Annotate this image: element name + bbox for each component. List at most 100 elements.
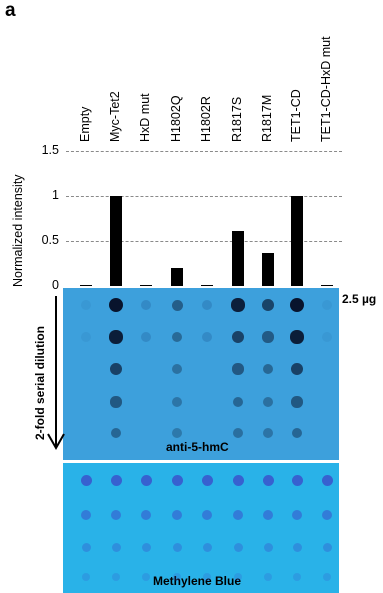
- mb-dot: [292, 510, 302, 520]
- blot-dot: [109, 298, 123, 312]
- mb-dot: [263, 542, 273, 552]
- mb-dot: [172, 542, 182, 552]
- mb-dot: [291, 474, 303, 486]
- anti-5hmc-blot: anti-5-hmC: [63, 288, 339, 460]
- mb-dot: [142, 573, 150, 581]
- mb-dot: [232, 474, 244, 486]
- mb-dot: [322, 542, 332, 552]
- y-tick-label: 1.5: [41, 143, 59, 157]
- mb-dot: [262, 474, 274, 486]
- blot-mb-caption: Methylene Blue: [153, 574, 242, 588]
- blot-dot: [232, 363, 244, 375]
- mb-dot: [202, 510, 212, 520]
- blot-dot: [262, 331, 274, 343]
- mb-dot: [264, 573, 272, 581]
- bar-hxd-mut: [140, 284, 152, 286]
- bar-empty: [80, 284, 92, 286]
- blot-dot: [171, 396, 183, 408]
- mb-dot: [201, 474, 213, 486]
- blot-dot: [232, 427, 244, 439]
- gridline: [66, 151, 342, 152]
- blot-dot: [290, 298, 304, 312]
- blot-dot: [171, 363, 183, 375]
- category-label: R1817M: [260, 94, 274, 142]
- blot-dot: [291, 396, 303, 408]
- bar-h1802q: [171, 268, 183, 286]
- blot-dot: [171, 299, 183, 311]
- mb-dot: [111, 542, 121, 552]
- mb-dot: [234, 573, 242, 581]
- mb-dot: [171, 474, 183, 486]
- blot-dot: [291, 363, 303, 375]
- mb-dot: [293, 573, 301, 581]
- category-label: TET1-CD-HxD mut: [319, 36, 333, 142]
- bar-tet1-cd: [291, 196, 303, 286]
- mb-dot: [321, 474, 333, 486]
- bar-tet1-cd-hxd-mut: [321, 284, 333, 286]
- mb-dot: [80, 474, 92, 486]
- blot-dot: [322, 332, 332, 342]
- blot-dot: [202, 300, 212, 310]
- blot-dot: [110, 396, 122, 408]
- bar-h1802r: [201, 284, 213, 286]
- blot-dot: [81, 300, 91, 310]
- amount-label: 2.5 µg: [342, 292, 377, 306]
- bar-r1817m: [262, 252, 274, 286]
- blot-dot: [110, 363, 122, 375]
- mb-dot: [110, 474, 122, 486]
- dilution-arrow-icon: [47, 296, 65, 451]
- category-label: Empty: [78, 106, 92, 142]
- mb-dot: [81, 510, 91, 520]
- blot-dot: [322, 300, 332, 310]
- mb-dot: [82, 573, 90, 581]
- y-tick-label: 0.5: [41, 233, 59, 247]
- blot-dot: [141, 300, 151, 310]
- category-label: TET1-CD: [289, 89, 303, 142]
- category-label: H1802R: [199, 96, 213, 142]
- mb-dot: [233, 510, 243, 520]
- category-label: HxD mut: [138, 93, 152, 142]
- mb-dot: [323, 573, 331, 581]
- blot-dot: [110, 427, 122, 439]
- mb-dot: [233, 542, 243, 552]
- blot-dot: [171, 427, 183, 439]
- dilution-label: 2-fold serial dilution: [33, 325, 47, 440]
- mb-dot: [112, 573, 120, 581]
- mb-dot: [173, 573, 181, 581]
- bar-r1817s: [232, 231, 244, 286]
- category-label: Myc-Tet2: [108, 91, 122, 142]
- blot-dot: [231, 298, 245, 312]
- y-tick-label: 1: [52, 188, 59, 202]
- category-label: R1817S: [230, 96, 244, 142]
- mb-dot: [141, 510, 151, 520]
- methylene-blue-blot: Methylene Blue: [63, 463, 339, 593]
- blot-dot: [262, 363, 274, 375]
- blot-dot: [232, 331, 244, 343]
- mb-dot: [140, 474, 152, 486]
- blot-dot: [81, 332, 91, 342]
- blot-dot: [171, 331, 183, 343]
- blot-dot: [109, 330, 123, 344]
- blot-dot: [291, 427, 303, 439]
- blot-dot: [141, 332, 151, 342]
- gridline: [66, 196, 342, 197]
- blot-dot: [290, 330, 304, 344]
- category-label: H1802Q: [169, 95, 183, 142]
- blot-dot: [262, 396, 274, 408]
- blot-dot: [262, 299, 274, 311]
- blot-dot: [202, 332, 212, 342]
- y-tick-label: 0: [52, 278, 59, 292]
- blot-dot: [262, 427, 274, 439]
- mb-dot: [292, 542, 302, 552]
- bar-myc-tet2: [110, 196, 122, 286]
- mb-dot: [263, 510, 273, 520]
- mb-dot: [81, 542, 91, 552]
- gridline: [66, 241, 342, 242]
- y-axis-label: Normalized intensity: [11, 174, 25, 287]
- mb-dot: [203, 573, 211, 581]
- blot-hmc-caption: anti-5-hmC: [166, 440, 229, 454]
- mb-dot: [322, 510, 332, 520]
- mb-dot: [172, 510, 182, 520]
- mb-dot: [141, 542, 151, 552]
- blot-dot: [232, 396, 244, 408]
